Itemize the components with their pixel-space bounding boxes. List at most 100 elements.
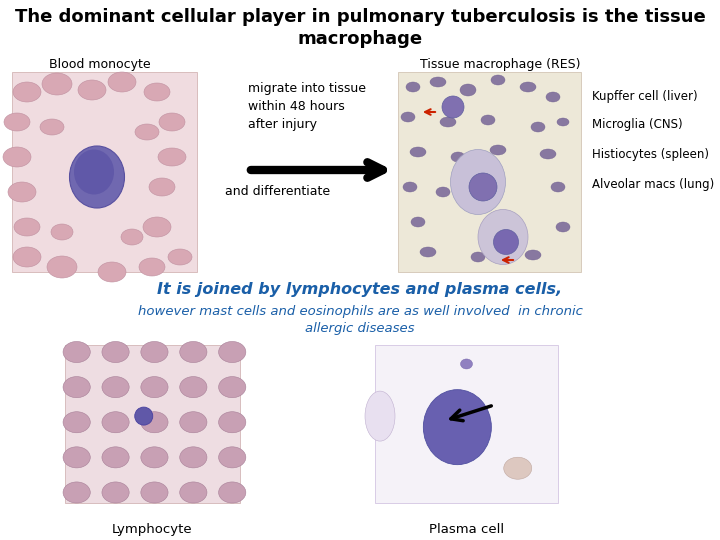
Ellipse shape	[102, 482, 129, 503]
Ellipse shape	[180, 376, 207, 397]
Ellipse shape	[478, 210, 528, 265]
Ellipse shape	[102, 376, 129, 397]
Ellipse shape	[490, 145, 506, 155]
Ellipse shape	[139, 258, 165, 276]
Ellipse shape	[219, 341, 246, 362]
Ellipse shape	[403, 182, 417, 192]
Ellipse shape	[159, 113, 185, 131]
Ellipse shape	[3, 147, 31, 167]
Text: migrate into tissue
within 48 hours
after injury: migrate into tissue within 48 hours afte…	[248, 82, 366, 131]
Text: however mast cells and eosinophils are as well involved  in chronic
allergic dis: however mast cells and eosinophils are a…	[138, 305, 582, 335]
Ellipse shape	[219, 376, 246, 397]
Ellipse shape	[4, 113, 30, 131]
Ellipse shape	[141, 341, 168, 362]
Text: macrophage: macrophage	[297, 30, 423, 48]
Ellipse shape	[180, 482, 207, 503]
Ellipse shape	[47, 256, 77, 278]
Ellipse shape	[141, 482, 168, 503]
Ellipse shape	[63, 376, 90, 397]
Ellipse shape	[481, 115, 495, 125]
Ellipse shape	[491, 75, 505, 85]
Ellipse shape	[63, 447, 90, 468]
Ellipse shape	[531, 122, 545, 132]
Ellipse shape	[219, 447, 246, 468]
Ellipse shape	[410, 147, 426, 157]
Text: Blood monocyte: Blood monocyte	[49, 58, 150, 71]
Bar	[12, 72, 197, 272]
Text: It is joined by lymphocytes and plasma cells,: It is joined by lymphocytes and plasma c…	[158, 282, 562, 297]
Ellipse shape	[42, 73, 72, 95]
Ellipse shape	[13, 82, 41, 102]
Ellipse shape	[102, 341, 129, 362]
Ellipse shape	[63, 411, 90, 433]
Ellipse shape	[135, 407, 153, 425]
Ellipse shape	[546, 92, 560, 102]
Ellipse shape	[551, 182, 565, 192]
Ellipse shape	[423, 390, 491, 464]
Ellipse shape	[180, 411, 207, 433]
Ellipse shape	[469, 173, 497, 201]
Ellipse shape	[78, 80, 106, 100]
Ellipse shape	[180, 447, 207, 468]
Ellipse shape	[180, 341, 207, 362]
Ellipse shape	[556, 222, 570, 232]
Ellipse shape	[158, 148, 186, 166]
Ellipse shape	[451, 150, 505, 214]
Ellipse shape	[460, 84, 476, 96]
Bar	[375, 345, 558, 503]
Ellipse shape	[98, 262, 126, 282]
Ellipse shape	[13, 247, 41, 267]
Ellipse shape	[108, 72, 136, 92]
Ellipse shape	[141, 447, 168, 468]
Ellipse shape	[420, 247, 436, 257]
Bar	[65, 345, 240, 503]
Ellipse shape	[70, 146, 125, 208]
Ellipse shape	[540, 149, 556, 159]
Ellipse shape	[144, 83, 170, 101]
Ellipse shape	[471, 252, 485, 262]
Ellipse shape	[149, 178, 175, 196]
Ellipse shape	[411, 217, 425, 227]
Ellipse shape	[141, 411, 168, 433]
Ellipse shape	[219, 482, 246, 503]
Ellipse shape	[168, 249, 192, 265]
Ellipse shape	[102, 411, 129, 433]
Ellipse shape	[365, 391, 395, 441]
Ellipse shape	[8, 182, 36, 202]
Text: The dominant cellular player in pulmonary tuberculosis is the tissue: The dominant cellular player in pulmonar…	[14, 8, 706, 26]
Ellipse shape	[40, 119, 64, 135]
Ellipse shape	[493, 230, 518, 254]
Ellipse shape	[14, 218, 40, 236]
Bar	[398, 72, 581, 272]
Ellipse shape	[406, 82, 420, 92]
Text: and differentiate: and differentiate	[225, 185, 330, 198]
Ellipse shape	[74, 150, 114, 194]
Text: Tissue macrophage (RES): Tissue macrophage (RES)	[420, 58, 580, 71]
Ellipse shape	[143, 217, 171, 237]
Ellipse shape	[520, 82, 536, 92]
Ellipse shape	[461, 359, 472, 369]
Text: Plasma cell: Plasma cell	[429, 523, 504, 536]
Ellipse shape	[525, 250, 541, 260]
Ellipse shape	[504, 457, 532, 479]
Ellipse shape	[102, 447, 129, 468]
Text: Lymphocyte: Lymphocyte	[112, 523, 193, 536]
Ellipse shape	[440, 117, 456, 127]
Ellipse shape	[442, 96, 464, 118]
Ellipse shape	[141, 376, 168, 397]
Text: Kupffer cell (liver): Kupffer cell (liver)	[592, 90, 698, 103]
Ellipse shape	[135, 124, 159, 140]
Ellipse shape	[557, 118, 569, 126]
Text: Alveolar macs (lung): Alveolar macs (lung)	[592, 178, 714, 191]
Ellipse shape	[51, 224, 73, 240]
Ellipse shape	[121, 229, 143, 245]
Ellipse shape	[63, 482, 90, 503]
Ellipse shape	[451, 152, 465, 162]
Ellipse shape	[436, 187, 450, 197]
Ellipse shape	[219, 411, 246, 433]
Text: Microglia (CNS): Microglia (CNS)	[592, 118, 683, 131]
Text: Histiocytes (spleen): Histiocytes (spleen)	[592, 148, 709, 161]
Ellipse shape	[401, 112, 415, 122]
Ellipse shape	[63, 341, 90, 362]
Ellipse shape	[430, 77, 446, 87]
